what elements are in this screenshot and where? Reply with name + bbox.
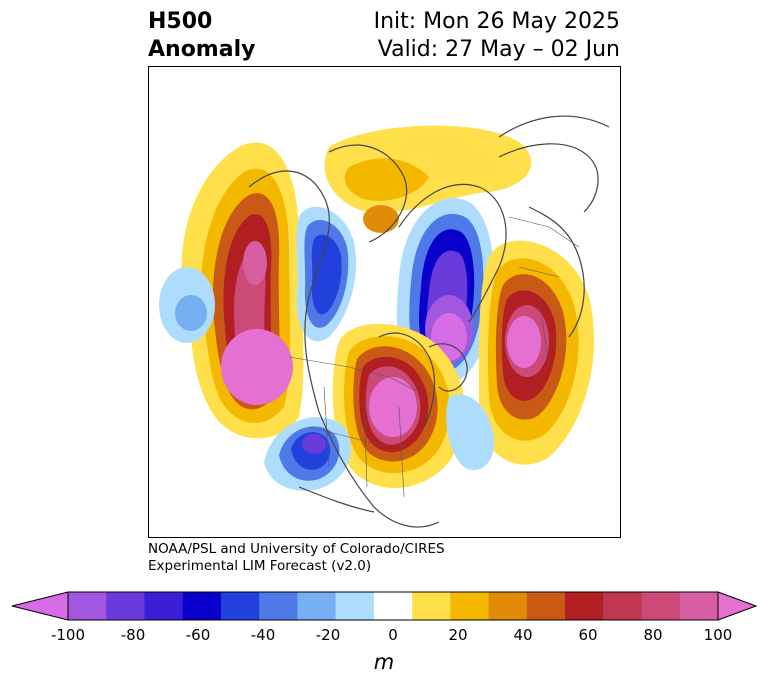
colorbar-bin — [144, 592, 184, 620]
colorbar-bin — [679, 592, 719, 620]
colorbar-unit: m — [373, 650, 395, 674]
colorbar-bin — [182, 592, 222, 620]
colorbar-extend-max — [717, 591, 758, 621]
credit-line-2: Experimental LIM Forecast (v2.0) — [148, 558, 372, 574]
colorbar-graphic — [11, 591, 758, 621]
colorbar-tick-label: -80 — [120, 626, 146, 644]
colorbar-bin — [297, 592, 337, 620]
colorbar-extend-min — [11, 591, 69, 621]
colorbar — [10, 590, 758, 630]
colorbar-bin — [412, 592, 451, 620]
colorbar-bin — [68, 592, 107, 620]
negative-anomaly-atlantic-tail — [446, 394, 495, 471]
colorbar-tick-label: 60 — [578, 626, 598, 644]
colorbar-tick-label: 80 — [643, 626, 663, 644]
colorbar-tick-label: -60 — [185, 626, 211, 644]
colorbar-bin — [220, 592, 260, 620]
colorbar-bin — [259, 592, 298, 620]
colorbar-bin — [335, 592, 375, 620]
title-block-left: H500 Anomaly — [148, 8, 255, 64]
colorbar-tick-label: -40 — [250, 626, 276, 644]
colorbar-bin — [565, 592, 604, 620]
title-block-right: Init: Mon 26 May 2025 Valid: 27 May – 02… — [374, 8, 620, 64]
title-variable: H500 — [148, 9, 213, 34]
title-type: Anomaly — [148, 37, 256, 62]
colorbar-bin — [603, 592, 643, 620]
credit-text: NOAA/PSL and University of Colorado/CIRE… — [148, 541, 445, 575]
positive-anomaly-west-coast — [181, 142, 304, 439]
negative-anomaly-western-canada — [296, 206, 357, 342]
positive-anomaly-europe — [478, 240, 595, 465]
valid-range: Valid: 27 May – 02 Jun — [377, 37, 620, 62]
colorbar-tick-label: -100 — [50, 626, 86, 644]
colorbar-bin — [106, 592, 145, 620]
map-panel — [148, 66, 621, 538]
colorbar-bin — [373, 592, 413, 620]
colorbar-bin — [488, 592, 528, 620]
colorbar-bin — [526, 592, 566, 620]
colorbar-bin — [641, 592, 681, 620]
colorbar-tick-label: -20 — [315, 626, 341, 644]
colorbar-tick-label: 20 — [448, 626, 468, 644]
colorbar-tick-label: 100 — [703, 626, 733, 644]
country-borders — [288, 216, 580, 498]
negative-anomaly-pacific — [159, 267, 215, 343]
anomaly-map — [159, 115, 610, 528]
colorbar-bin — [450, 592, 490, 620]
colorbar-tick-label: 0 — [388, 626, 398, 644]
init-date: Init: Mon 26 May 2025 — [373, 9, 620, 34]
colorbar-tick-label: 40 — [513, 626, 533, 644]
colorbar-outline — [67, 591, 719, 621]
coastlines — [248, 115, 610, 528]
negative-anomaly-southwest-us — [264, 417, 352, 491]
positive-anomaly-arctic-belt — [324, 125, 532, 233]
credit-line-1: NOAA/PSL and University of Colorado/CIRE… — [148, 541, 445, 557]
